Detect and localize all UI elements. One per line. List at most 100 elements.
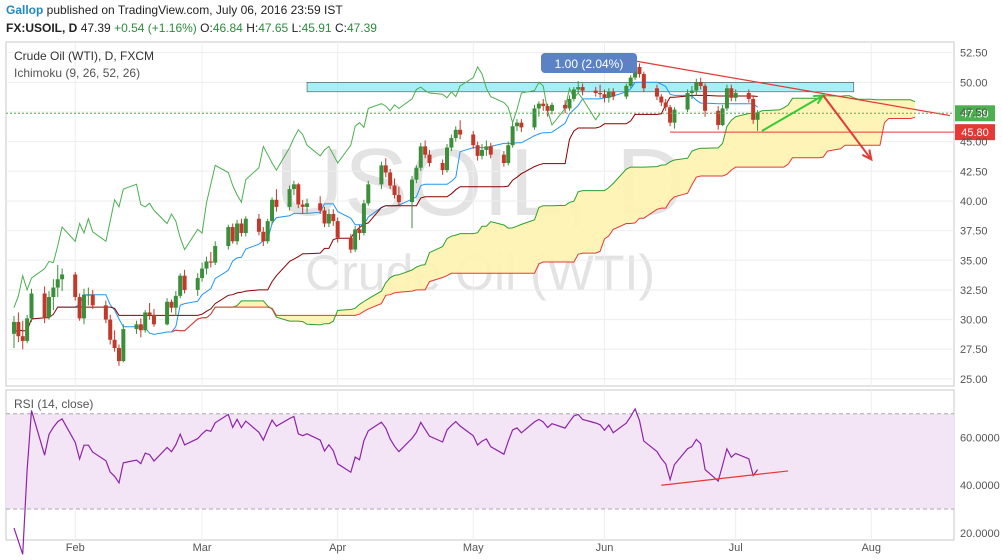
date-tick-label: Jul — [729, 542, 743, 554]
candle-body — [213, 246, 218, 263]
candle-body — [226, 227, 231, 247]
kijun-sen — [13, 94, 758, 333]
senkou-span-a — [171, 95, 916, 333]
candle-body — [506, 145, 511, 163]
candle-body — [698, 82, 703, 86]
rsi-line — [13, 407, 759, 555]
candle-body — [383, 165, 388, 173]
candle-body — [598, 93, 603, 95]
candle-body — [353, 229, 358, 250]
candle-body — [318, 203, 323, 211]
resistance-zone-rect — [306, 82, 855, 93]
date-tick-label: Jun — [596, 542, 614, 554]
date-tick-label: Mar — [193, 542, 212, 554]
drawings[interactable]: 47.39 45.80 — [6, 60, 995, 162]
rsi-tick-label: 40.0000 — [960, 480, 1000, 492]
candle-body — [663, 102, 668, 108]
candle-body — [580, 87, 585, 91]
resistance-zone[interactable] — [306, 82, 855, 93]
descending-trendline — [634, 60, 951, 117]
candle-body — [300, 204, 305, 207]
date-tick-label: Feb — [66, 542, 85, 554]
indicator-label: Ichimoku (9, 26, 52, 26) — [14, 66, 140, 80]
candle-body — [42, 293, 47, 318]
level-badge — [955, 124, 995, 141]
candle-body — [672, 109, 677, 123]
price-tick-label: 52.50 — [960, 48, 988, 60]
ichimoku-cloud — [171, 95, 915, 332]
candle-body — [501, 154, 506, 163]
cloud-fill — [171, 95, 915, 332]
candle-body — [235, 223, 240, 242]
candle-body — [270, 199, 275, 222]
candle-body — [73, 274, 78, 298]
candle-body — [296, 184, 301, 205]
date-tick-label: Apr — [329, 542, 346, 554]
candle-body — [453, 129, 458, 139]
candle-body — [326, 214, 331, 224]
ichimoku-lines — [13, 65, 916, 335]
last-price-badge — [955, 105, 995, 122]
price-tick-label: 42.50 — [960, 166, 988, 178]
candle-body — [20, 336, 25, 341]
candle-body — [121, 329, 126, 362]
candle-body — [230, 227, 235, 242]
candle-body — [51, 287, 56, 298]
chart-header: Gallop published on TradingView.com, Jul… — [0, 0, 1002, 40]
candle-body — [291, 184, 296, 190]
candle-body — [606, 91, 611, 98]
candle-body — [60, 274, 65, 280]
candle-body — [733, 93, 738, 98]
rsi-lines — [6, 407, 954, 555]
candle-body — [86, 294, 91, 296]
last-price-label: 47.39 — [961, 108, 989, 120]
rsi-band — [6, 413, 954, 510]
candle-body — [549, 104, 554, 111]
candle-body — [138, 324, 143, 331]
candle-body — [571, 89, 576, 99]
candle-body — [628, 77, 633, 86]
symbol-label[interactable]: FX:USOIL, D — [6, 21, 78, 35]
last-price: 47.39 — [80, 21, 111, 35]
close-label: C: — [334, 21, 347, 35]
candle-body — [484, 146, 489, 150]
high-value: 47.65 — [258, 21, 289, 35]
rsi-tick-label: 20.0000 — [960, 528, 1000, 540]
candle-body — [685, 93, 690, 110]
price-tick-label: 25.00 — [960, 374, 988, 386]
measure-badge[interactable] — [541, 53, 637, 73]
candle-body — [195, 278, 200, 290]
date-tick-label: Aug — [861, 542, 881, 554]
candle-body — [475, 145, 480, 156]
candle-body — [602, 94, 607, 98]
candle-body — [396, 195, 401, 203]
candle-body — [134, 324, 139, 330]
published-text: published on TradingView.com, July 06, 2… — [43, 3, 343, 17]
candle-body — [243, 218, 248, 233]
low-label: L: — [291, 21, 302, 35]
candle-body — [357, 229, 362, 233]
candle-body — [81, 294, 86, 319]
publisher-name[interactable]: Gallop — [6, 3, 44, 17]
senkou-span-b — [171, 116, 916, 333]
candle-body — [331, 214, 336, 222]
candle-body — [366, 184, 371, 204]
price-tick-label: 35.00 — [960, 255, 988, 267]
green-arrow — [761, 94, 824, 132]
level-label: 45.80 — [961, 127, 989, 139]
candle-body — [287, 189, 292, 207]
candle-body — [668, 107, 673, 123]
candle-body — [108, 319, 113, 340]
rsi-tick-label: 60.0000 — [960, 433, 1000, 445]
candle-body — [576, 87, 581, 90]
candle-body — [305, 203, 310, 207]
candle-body — [361, 203, 366, 233]
candle-body — [265, 221, 270, 242]
measure-label: 1.00 (2.04%) — [555, 57, 624, 71]
candle-body — [25, 318, 30, 341]
candle-body — [427, 154, 432, 163]
candle-body — [637, 66, 642, 75]
candle-body — [16, 321, 21, 337]
candle-body — [440, 162, 445, 171]
